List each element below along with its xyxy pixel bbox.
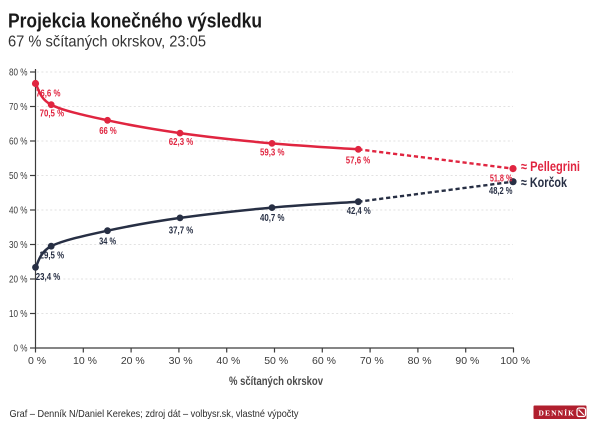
svg-text:80 %: 80 % bbox=[408, 355, 432, 367]
svg-text:66 %: 66 % bbox=[99, 125, 117, 137]
svg-text:40 %: 40 % bbox=[216, 355, 240, 367]
svg-text:29,5 %: 29,5 % bbox=[40, 249, 65, 261]
svg-text:50 %: 50 % bbox=[264, 355, 288, 367]
svg-text:0 %: 0 % bbox=[28, 355, 46, 367]
svg-text:70 %: 70 % bbox=[360, 355, 384, 367]
svg-text:90 %: 90 % bbox=[455, 355, 479, 367]
svg-text:≈ Korčok: ≈ Korčok bbox=[521, 175, 567, 190]
svg-text:60 %: 60 % bbox=[312, 355, 336, 367]
svg-text:40,7 %: 40,7 % bbox=[260, 212, 285, 224]
svg-text:20 %: 20 % bbox=[121, 355, 145, 367]
svg-text:50 %: 50 % bbox=[9, 170, 28, 182]
svg-text:10 %: 10 % bbox=[73, 355, 97, 367]
svg-text:70 %: 70 % bbox=[9, 101, 28, 113]
svg-text:20 %: 20 % bbox=[9, 274, 28, 286]
svg-text:67 % sčítaných okrskov, 23:05: 67 % sčítaných okrskov, 23:05 bbox=[8, 34, 206, 51]
svg-text:% sčítaných okrskov: % sčítaných okrskov bbox=[229, 376, 323, 388]
svg-text:DENNÍK: DENNÍK bbox=[539, 408, 576, 418]
svg-text:34 %: 34 % bbox=[99, 235, 116, 247]
svg-text:30 %: 30 % bbox=[169, 355, 193, 367]
svg-text:40 %: 40 % bbox=[9, 205, 28, 217]
svg-text:62,3 %: 62,3 % bbox=[169, 136, 194, 148]
svg-text:60 %: 60 % bbox=[9, 136, 28, 148]
svg-text:30 %: 30 % bbox=[9, 239, 28, 251]
svg-text:23,4 %: 23,4 % bbox=[36, 271, 61, 283]
svg-text:0 %: 0 % bbox=[14, 343, 28, 355]
svg-text:Projekcia konečného výsledku: Projekcia konečného výsledku bbox=[8, 11, 262, 33]
svg-text:57,6 %: 57,6 % bbox=[346, 155, 371, 167]
svg-text:Graf – Denník N/Daniel Kerekes: Graf – Denník N/Daniel Kerekes; zdroj dá… bbox=[10, 408, 300, 420]
svg-text:10 %: 10 % bbox=[9, 308, 28, 320]
svg-text:80 %: 80 % bbox=[9, 67, 28, 79]
svg-text:51,8 %: 51,8 % bbox=[490, 173, 513, 185]
svg-text:100 %: 100 % bbox=[500, 355, 530, 367]
svg-text:48,2 %: 48,2 % bbox=[489, 185, 513, 197]
svg-text:59,3 %: 59,3 % bbox=[260, 146, 285, 158]
svg-text:42,4 %: 42,4 % bbox=[347, 205, 371, 217]
svg-text:≈ Pellegrini: ≈ Pellegrini bbox=[521, 159, 580, 174]
svg-text:70,5 %: 70,5 % bbox=[40, 108, 65, 120]
svg-text:76,6 %: 76,6 % bbox=[36, 88, 61, 100]
svg-text:37,7 %: 37,7 % bbox=[169, 224, 194, 236]
